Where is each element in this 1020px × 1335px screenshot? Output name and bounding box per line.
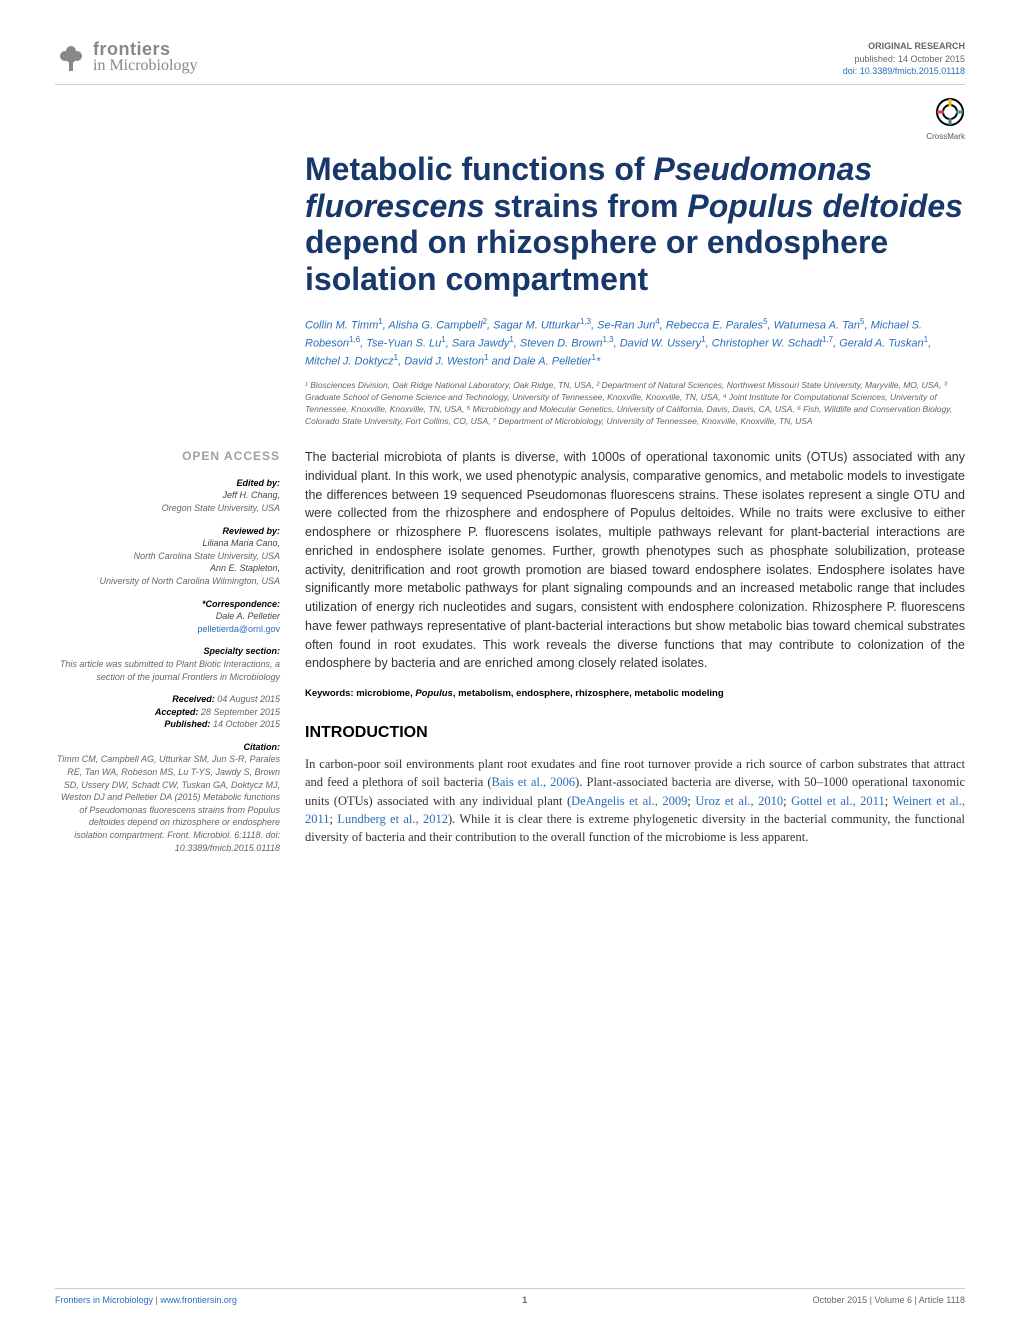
journal-name: frontiers in Microbiology xyxy=(93,40,197,74)
citation-label: Citation: xyxy=(55,741,280,754)
citation-link[interactable]: Gottel et al., 2011 xyxy=(791,794,885,808)
article-meta: ORIGINAL RESEARCH published: 14 October … xyxy=(843,40,965,78)
crossmark-label: CrossMark xyxy=(55,132,965,141)
journal-name-bottom: in Microbiology xyxy=(93,58,197,74)
footer-url-link[interactable]: www.frontiersin.org xyxy=(160,1295,237,1305)
sidebar: OPEN ACCESS Edited by: Jeff H. Chang, Or… xyxy=(55,448,280,854)
keywords-text: microbiome, Populus, metabolism, endosph… xyxy=(356,688,723,699)
correspondence-email[interactable]: pelletierda@ornl.gov xyxy=(197,624,280,634)
footer-left: Frontiers in Microbiology | www.frontier… xyxy=(55,1295,237,1305)
reviewer1-name: Liliana Maria Cano, xyxy=(55,537,280,550)
citation-text: Timm CM, Campbell AG, Utturkar SM, Jun S… xyxy=(55,753,280,854)
open-access-badge: OPEN ACCESS xyxy=(55,448,280,465)
intro-heading: INTRODUCTION xyxy=(305,721,965,745)
editor-name: Jeff H. Chang, xyxy=(55,489,280,502)
crossmark-icon xyxy=(935,97,965,127)
citation-link[interactable]: Uroz et al., 2010 xyxy=(695,794,783,808)
affiliations-list: ¹ Biosciences Division, Oak Ridge Nation… xyxy=(305,380,965,428)
page-footer: Frontiers in Microbiology | www.frontier… xyxy=(55,1288,965,1305)
main-content: The bacterial microbiota of plants is di… xyxy=(305,448,965,854)
published-date: published: 14 October 2015 xyxy=(843,53,965,66)
footer-right: October 2015 | Volume 6 | Article 1118 xyxy=(813,1295,965,1305)
reviewer1-inst: North Carolina State University, USA xyxy=(55,550,280,563)
article-type: ORIGINAL RESEARCH xyxy=(843,40,965,53)
received-line: Received: 04 August 2015 xyxy=(172,694,280,704)
citation-link[interactable]: Lundberg et al., 2012 xyxy=(337,812,448,826)
correspondence-label: *Correspondence: xyxy=(55,598,280,611)
specialty-text: This article was submitted to Plant Biot… xyxy=(55,658,280,683)
journal-logo: frontiers in Microbiology xyxy=(55,40,197,74)
citation-link[interactable]: DeAngelis et al., 2009 xyxy=(571,794,687,808)
article-title: Metabolic functions of Pseudomonas fluor… xyxy=(305,151,965,298)
edited-by-label: Edited by: xyxy=(55,477,280,490)
footer-journal-link[interactable]: Frontiers in Microbiology xyxy=(55,1295,153,1305)
journal-name-top: frontiers xyxy=(93,40,197,58)
intro-paragraph: In carbon-poor soil environments plant r… xyxy=(305,755,965,846)
footer-page-number: 1 xyxy=(522,1295,527,1305)
correspondence-name: Dale A. Pelletier xyxy=(55,610,280,623)
reviewer2-name: Ann E. Stapleton, xyxy=(55,562,280,575)
abstract-text: The bacterial microbiota of plants is di… xyxy=(305,448,965,673)
published-line: Published: 14 October 2015 xyxy=(164,719,280,729)
reviewed-by-label: Reviewed by: xyxy=(55,525,280,538)
two-column-layout: OPEN ACCESS Edited by: Jeff H. Chang, Or… xyxy=(55,448,965,854)
authors-list: Collin M. Timm1, Alisha G. Campbell2, Sa… xyxy=(305,316,965,370)
page-header: frontiers in Microbiology ORIGINAL RESEA… xyxy=(55,40,965,78)
keywords-label: Keywords: xyxy=(305,688,354,699)
frontiers-tree-icon xyxy=(55,41,87,73)
accepted-line: Accepted: 28 September 2015 xyxy=(155,707,280,717)
specialty-label: Specialty section: xyxy=(55,645,280,658)
reviewer2-inst: University of North Carolina Wilmington,… xyxy=(55,575,280,588)
crossmark-badge[interactable]: CrossMark xyxy=(55,97,965,141)
dates-block: Received: 04 August 2015 Accepted: 28 Se… xyxy=(55,693,280,731)
citation-link[interactable]: Bais et al., 2006 xyxy=(492,775,576,789)
doi-link[interactable]: doi: 10.3389/fmicb.2015.01118 xyxy=(843,66,965,76)
editor-inst: Oregon State University, USA xyxy=(55,502,280,515)
keywords-block: Keywords: microbiome, Populus, metabolis… xyxy=(305,687,965,701)
header-rule xyxy=(55,84,965,85)
